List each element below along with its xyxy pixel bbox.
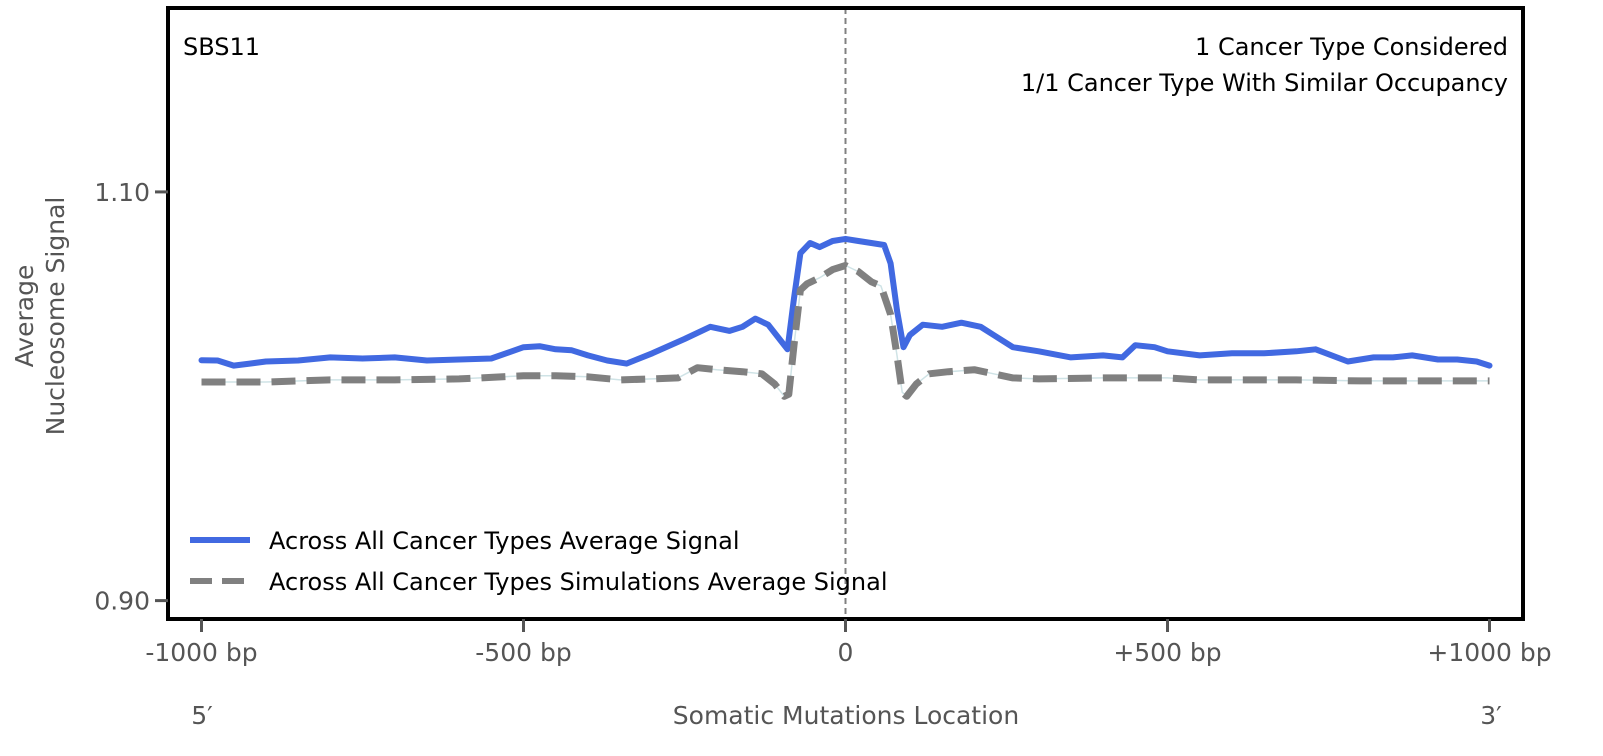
legend-label-simulations-signal: Across All Cancer Types Simulations Aver… <box>269 568 888 596</box>
y-axis-label-line-2: Nucleosome Signal <box>41 197 70 436</box>
x-tick-label: -1000 bp <box>145 638 257 667</box>
series-line-average-signal <box>198 235 1493 369</box>
x-tick-label: +1000 bp <box>1427 638 1551 667</box>
y-axis-ticks: 1.10 0.90 <box>94 178 168 616</box>
x-tick-label: +500 bp <box>1113 638 1221 667</box>
y-axis-label-line-1: Average <box>10 265 39 368</box>
y-tick-label: 1.10 <box>94 178 150 207</box>
annotation-cancer-types-considered: 1 Cancer Type Considered <box>1195 33 1508 61</box>
x-tick-label: -500 bp <box>475 638 571 667</box>
annotation-similar-occupancy: 1/1 Cancer Type With Similar Occupancy <box>1021 69 1508 97</box>
x-axis-ticks: -1000 bp -500 bp 0 +500 bp +1000 bp <box>145 619 1552 667</box>
series-line-simulations-signal <box>201 262 1490 400</box>
legend-label-average-signal: Across All Cancer Types Average Signal <box>269 527 740 555</box>
series-layer <box>198 235 1493 400</box>
strand-label-5prime: 5′ <box>191 701 213 730</box>
y-axis-label: Average Nucleosome Signal <box>10 197 70 436</box>
strand-label-3prime: 3′ <box>1480 701 1502 730</box>
x-tick-label: 0 <box>838 638 854 667</box>
legend: Across All Cancer Types Average Signal A… <box>190 527 888 596</box>
x-axis-label: Somatic Mutations Location <box>673 701 1019 730</box>
signature-label: SBS11 <box>183 33 260 61</box>
y-tick-label: 0.90 <box>94 587 150 616</box>
